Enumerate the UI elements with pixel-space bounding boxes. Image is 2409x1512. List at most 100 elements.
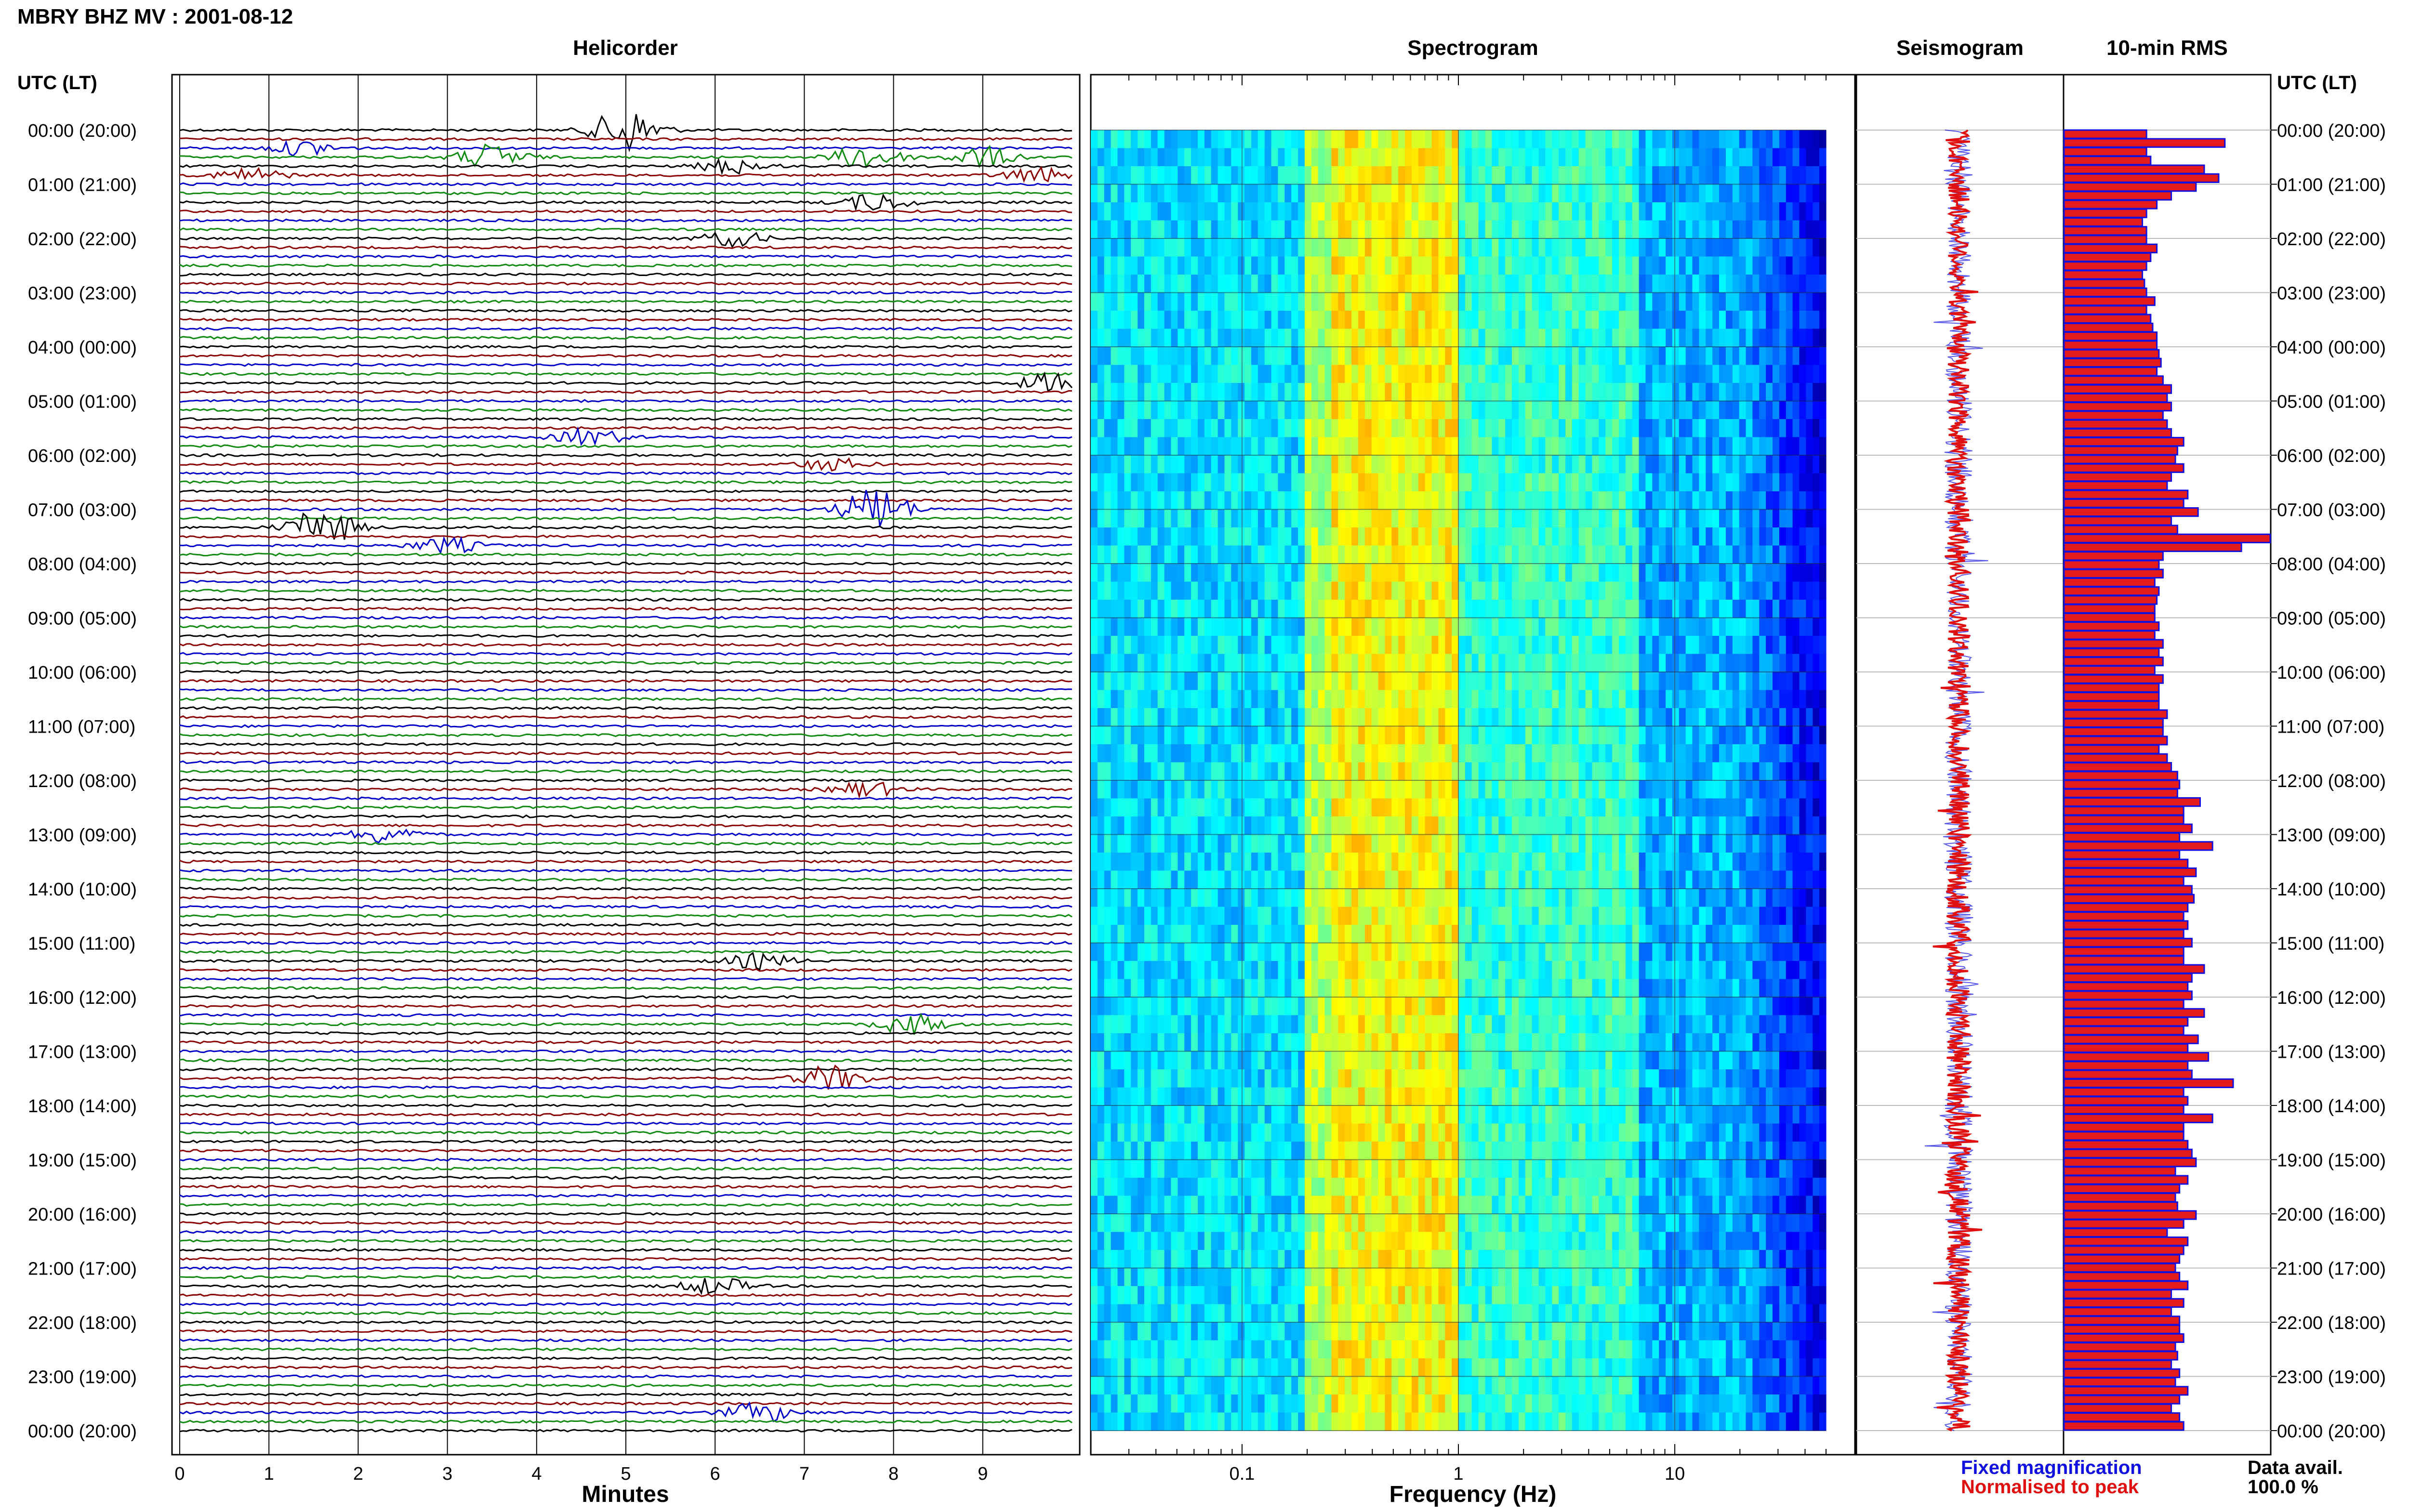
spectrogram-cell [1572, 564, 1579, 582]
spectrogram-cell [1418, 762, 1426, 781]
spectrogram-cell [1157, 889, 1165, 907]
spectrogram-cell [1779, 564, 1787, 582]
spectrogram-cell [1138, 889, 1145, 907]
spectrogram-cell [1364, 292, 1372, 311]
spectrogram-title: Spectrogram [1407, 36, 1538, 60]
spectrogram-cell [1284, 220, 1292, 239]
spectrogram-cell [1331, 437, 1338, 456]
spectrogram-cell [1298, 347, 1305, 366]
spectrogram-cell [1679, 311, 1686, 329]
spectrogram-cell [1171, 292, 1178, 311]
spectrogram-cell [1411, 889, 1419, 907]
spectrogram-cell [1271, 311, 1279, 329]
spectrogram-cell [1478, 473, 1486, 492]
spectrogram-cell [1091, 889, 1098, 907]
spectrogram-cell [1599, 780, 1606, 799]
spectrogram-cell [1799, 762, 1806, 781]
spectrogram-cell [1625, 581, 1633, 600]
spectrogram-cell [1298, 889, 1305, 907]
spectrogram-cell [1257, 672, 1265, 691]
spectrogram-cell [1171, 654, 1178, 672]
spectrogram-cell [1184, 202, 1191, 221]
spectrogram-cell [1465, 275, 1472, 293]
spectrogram-cell [1666, 654, 1673, 672]
spectrogram-cell [1331, 798, 1338, 817]
spectrogram-cell [1117, 690, 1125, 709]
spectrogram-cell [1111, 311, 1118, 329]
spectrogram-cell [1552, 564, 1559, 582]
spectrogram-cell [1752, 292, 1760, 311]
spectrogram-cell [1224, 726, 1231, 745]
spectrogram-cell [1759, 202, 1766, 221]
spectrogram-cell [1345, 473, 1352, 492]
spectrogram-cell [1525, 690, 1533, 709]
spectrogram-cell [1425, 618, 1432, 636]
spectrogram-cell [1151, 329, 1158, 347]
spectrogram-cell [1198, 383, 1205, 402]
spectrogram-cell [1592, 220, 1599, 239]
spectrogram-cell [1685, 275, 1693, 293]
spectrogram-cell [1304, 527, 1312, 546]
spectrogram-cell [1699, 383, 1706, 402]
spectrogram-cell [1224, 889, 1231, 907]
spectrogram-cell [1411, 780, 1419, 799]
spectrogram-cell [1645, 853, 1653, 871]
spectrogram-cell [1725, 744, 1733, 763]
spectrogram-cell [1398, 455, 1405, 474]
spectrogram-cell [1144, 473, 1152, 492]
spectrogram-cell [1773, 473, 1780, 492]
spectrogram-cell [1418, 545, 1426, 564]
spectrogram-cell [1171, 419, 1178, 438]
spectrogram-cell [1618, 329, 1626, 347]
spectrogram-cell [1578, 853, 1586, 871]
spectrogram-cell [1478, 762, 1486, 781]
spectrogram-cell [1358, 509, 1365, 528]
spectrogram-cell [1264, 708, 1272, 727]
spectrogram-cell [1645, 581, 1653, 600]
spectrogram-cell [1304, 870, 1312, 889]
spectrogram-cell [1271, 780, 1279, 799]
spectrogram-cell [1178, 618, 1185, 636]
spectrogram-cell [1157, 401, 1165, 420]
spectrogram-cell [1659, 527, 1666, 546]
spectrogram-cell [1318, 329, 1325, 347]
spectrogram-cell [1164, 744, 1172, 763]
spectrogram-cell [1786, 780, 1793, 799]
spectrogram-cell [1157, 130, 1165, 149]
spectrogram-cell [1732, 816, 1740, 835]
spectrogram-cell [1091, 383, 1098, 402]
spectrogram-cell [1117, 816, 1125, 835]
spectrogram-cell [1131, 744, 1138, 763]
spectrogram-cell [1438, 726, 1445, 745]
spectrogram-cell [1138, 166, 1145, 185]
spectrogram-cell [1184, 564, 1191, 582]
helicorder-trace [179, 579, 1072, 584]
spectrogram-cell [1271, 527, 1279, 546]
spectrogram-cell [1291, 455, 1298, 474]
spectrogram-cell [1418, 238, 1426, 257]
spectrogram-cell [1385, 202, 1392, 221]
spectrogram-cell [1104, 220, 1112, 239]
spectrogram-cell [1291, 690, 1298, 709]
spectrogram-cell [1666, 545, 1673, 564]
spectrogram-cell [1532, 419, 1539, 438]
spectrogram-cell [1231, 473, 1238, 492]
spectrogram-cell [1151, 798, 1158, 817]
spectrogram-cell [1298, 545, 1305, 564]
spectrogram-cell [1666, 672, 1673, 691]
spectrogram-cell [1178, 455, 1185, 474]
spectrogram-cell [1298, 455, 1305, 474]
spectrogram-cell [1652, 527, 1659, 546]
spectrogram-cell [1685, 292, 1693, 311]
spectrogram-cell [1144, 545, 1152, 564]
spectrogram-cell [1445, 275, 1452, 293]
spectrogram-cell [1284, 600, 1292, 618]
spectrogram-cell [1773, 780, 1780, 799]
spectrogram-cell [1398, 365, 1405, 383]
spectrogram-cell [1652, 311, 1659, 329]
spectrogram-cell [1813, 184, 1820, 203]
spectrogram-cell [1345, 744, 1352, 763]
spectrogram-cell [1759, 762, 1766, 781]
helicorder-trace [179, 114, 1072, 153]
spectrogram-cell [1204, 545, 1212, 564]
